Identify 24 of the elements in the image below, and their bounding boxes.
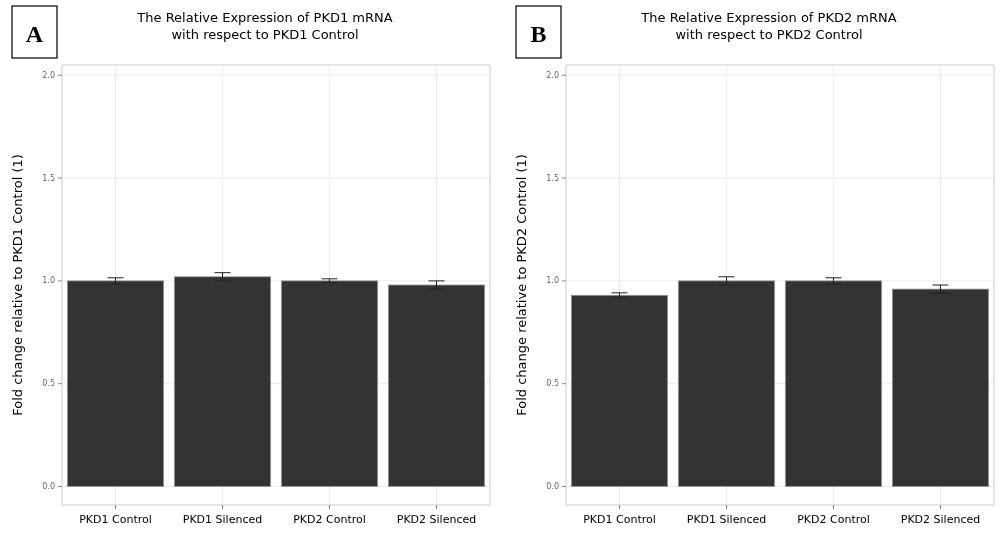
- y-axis-title: Fold change relative to PKD2 Control (1): [514, 154, 529, 416]
- x-tick-label: PKD1 Silenced: [182, 513, 263, 526]
- x-tick-label: PKD2 Silenced: [396, 513, 477, 526]
- y-tick-label: 0.0: [42, 482, 55, 492]
- y-tick-label: 1.5: [546, 173, 559, 183]
- y-tick-label: 1.0: [42, 276, 55, 286]
- x-tick-label: PKD2 Control: [293, 513, 366, 526]
- x-tick-label: PKD2 Silenced: [900, 513, 981, 526]
- x-tick-label: PKD1 Control: [79, 513, 152, 526]
- chart-title: The Relative Expression of PKD2 mRNA with respect to PKD2 Control: [640, 10, 897, 42]
- y-tick-label: 0.5: [546, 379, 559, 389]
- text: A: [25, 21, 44, 47]
- y-tick-label: 1.0: [546, 276, 559, 286]
- text: B: [530, 21, 547, 47]
- chart-title: The Relative Expression of PKD1 mRNA with respect to PKD1 Control: [136, 10, 393, 42]
- y-tick-label: 1.5: [42, 173, 55, 183]
- x-tick-label: PKD2 Control: [797, 513, 870, 526]
- x-tick-label: PKD1 Silenced: [686, 513, 767, 526]
- y-tick-label: 2.0: [546, 70, 559, 80]
- y-tick-label: 0.5: [42, 379, 55, 389]
- y-axis-title: Fold change relative to PKD1 Control (1): [10, 154, 25, 416]
- y-tick-label: 2.0: [42, 70, 55, 80]
- y-tick-label: 0.0: [546, 482, 559, 492]
- x-tick-label: PKD1 Control: [583, 513, 656, 526]
